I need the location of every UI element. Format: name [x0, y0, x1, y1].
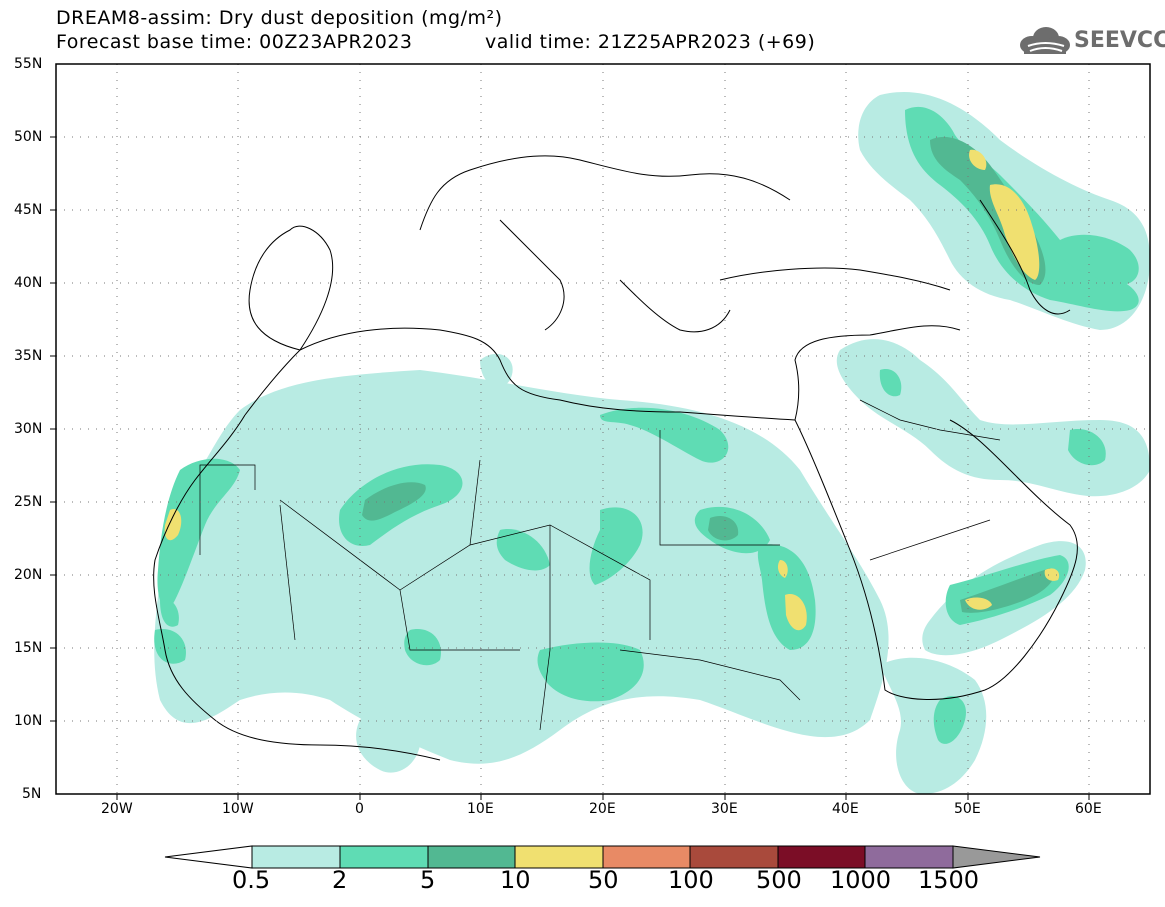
lat-label: 50N: [14, 129, 43, 145]
lon-label: 60E: [1075, 801, 1102, 817]
dust-fields: [56, 64, 1150, 794]
lon-label: 20E: [589, 801, 616, 817]
lat-label: 55N: [14, 56, 43, 72]
lat-label: 30N: [14, 421, 43, 437]
colorbar: [164, 845, 1041, 869]
lon-label: 10E: [467, 801, 494, 817]
colorbar-swatch: [427, 845, 516, 869]
colorbar-label: 10: [500, 866, 531, 894]
lat-label: 35N: [14, 348, 43, 364]
lon-label: 50E: [954, 801, 981, 817]
lon-label: 40E: [832, 801, 859, 817]
colorbar-swatch: [777, 845, 866, 869]
logo-text: SEEVCCC: [1074, 28, 1165, 53]
lon-label: 0: [355, 801, 364, 817]
lat-label: 5N: [22, 786, 42, 802]
colorbar-label: 100: [668, 866, 714, 894]
lat-label: 45N: [14, 202, 43, 218]
colorbar-label: 5: [420, 866, 436, 894]
cloud-icon: [1020, 27, 1070, 54]
colorbar-label: 500: [756, 866, 802, 894]
colorbar-swatch: [602, 845, 691, 869]
lat-label: 10N: [14, 713, 43, 729]
colorbar-label: 0.5: [232, 866, 271, 894]
lat-label: 40N: [14, 275, 43, 291]
lon-label: 10W: [222, 801, 254, 817]
colorbar-label: 1500: [918, 866, 980, 894]
seevccc-logo: SEEVCCC: [1018, 26, 1165, 56]
colorbar-swatch: [514, 845, 604, 869]
colorbar-low-arrow: [164, 845, 253, 869]
forecast-base-time: Forecast base time: 00Z23APR2023: [56, 31, 413, 53]
lat-label: 15N: [14, 640, 43, 656]
colorbar-swatch: [689, 845, 779, 869]
lon-label: 20W: [101, 801, 133, 817]
colorbar-swatch: [864, 845, 954, 869]
valid-time: valid time: 21Z25APR2023 (+69): [485, 31, 816, 53]
colorbar-high-arrow: [952, 845, 1041, 869]
lat-label: 25N: [14, 494, 43, 510]
colorbar-label: 2: [332, 866, 348, 894]
colorbar-swatch: [339, 845, 429, 869]
colorbar-label: 1000: [830, 866, 892, 894]
lon-label: 30E: [711, 801, 738, 817]
colorbar-label: 50: [588, 866, 619, 894]
colorbar-swatch: [251, 845, 341, 869]
chart-title: DREAM8-assim: Dry dust deposition (mg/m²…: [56, 7, 503, 29]
lat-label: 20N: [14, 567, 43, 583]
